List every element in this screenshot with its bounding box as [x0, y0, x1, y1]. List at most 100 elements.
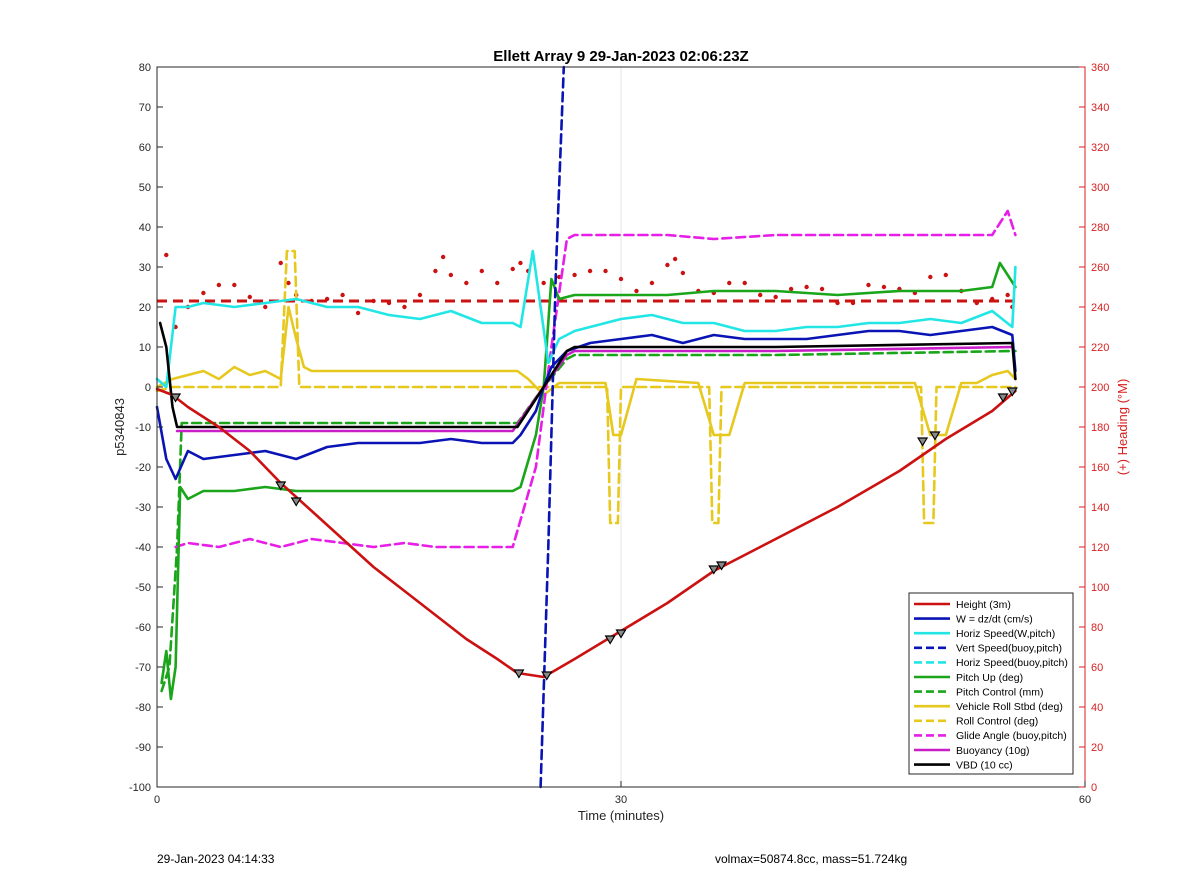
series-line-pitch-control-mm: [160, 349, 1017, 693]
heading-dot: [518, 260, 523, 266]
y2-tick-label: 180: [1091, 422, 1109, 434]
heading-dot: [634, 288, 639, 294]
heading-dot: [773, 294, 778, 300]
height-marker: [604, 635, 616, 645]
series-line-vert-speed-buoy-pitch: [539, 65, 566, 789]
series-line-vbd-10-cc: [158, 321, 1017, 429]
heading-dot: [201, 290, 206, 296]
y2-tick-label: 300: [1091, 182, 1109, 194]
series-line-roll-control-deg: [155, 249, 1017, 525]
heading-dot: [587, 268, 593, 274]
series-line-pitch-up-deg: [160, 261, 1017, 701]
legend-label-pitch-control-mm: Pitch Control (mm): [956, 686, 1044, 698]
y2-tick-label: 280: [1091, 222, 1109, 234]
y2-tick-label: 20: [1091, 742, 1103, 754]
y-tick-label: 40: [139, 222, 151, 234]
legend-label-vert-speed-buoy-pitch: Vert Speed(buoy,pitch): [956, 643, 1062, 655]
height-marker: [290, 497, 302, 507]
y2-axis-label: (+) Heading (°M): [1115, 379, 1130, 476]
heading-dot: [943, 272, 948, 278]
y2-tick-label: 140: [1091, 502, 1109, 514]
height-marker: [615, 629, 627, 639]
heading-dot: [881, 284, 887, 290]
heading-dot: [603, 268, 608, 274]
height-marker: [929, 431, 941, 441]
legend-label-glide-angle-buoy-pitch: Glide Angle (buoy,pitch): [956, 730, 1067, 742]
series-line-horiz-speed-w-pitch: [155, 249, 1017, 389]
footer-timestamp: 29-Jan-2023 04:14:33: [157, 852, 275, 866]
heading-dot: [665, 262, 670, 268]
heading-dot: [371, 298, 376, 304]
y2-tick-label: 260: [1091, 262, 1109, 274]
y-tick-label: 30: [139, 262, 151, 274]
chart-title: Ellett Array 9 29-Jan-2023 02:06:23Z: [493, 48, 748, 65]
series-line-vehicle-roll-stbd-deg: [155, 305, 1017, 437]
y2-tick-label: 220: [1091, 342, 1109, 354]
y-tick-label: 0: [145, 382, 151, 394]
heading-dot: [440, 254, 446, 260]
heading-dot: [340, 292, 345, 298]
height-marker: [541, 671, 553, 681]
heading-dot: [990, 296, 995, 302]
series-line-glide-angle-buoy-pitch: [174, 209, 1017, 549]
heading-dot: [286, 280, 291, 286]
x-axis-label: Time (minutes): [578, 808, 664, 823]
y-tick-label: 10: [139, 342, 151, 354]
y-tick-label: 50: [139, 182, 151, 194]
heading-dot: [386, 300, 392, 306]
series-line-w-dz-dt-cm-s: [155, 325, 1017, 481]
series-group: [155, 65, 1017, 789]
y-tick-label: -60: [135, 622, 151, 634]
y-tick-label: -90: [135, 742, 151, 754]
heading-dot: [541, 280, 546, 286]
height-marker: [917, 437, 929, 447]
heading-dot: [850, 300, 856, 306]
heading-dot: [510, 266, 515, 272]
legend-label-horiz-speed-w-pitch: Horiz Speed(W,pitch): [956, 628, 1055, 640]
heading-dot: [835, 300, 840, 306]
footer-volmax-mass: volmax=50874.8cc, mass=51.724kg: [715, 852, 908, 866]
legend-label-buoyancy-10g: Buoyancy (10g): [956, 745, 1030, 757]
y2-tick-label: 340: [1091, 102, 1109, 114]
y-tick-label: -100: [129, 782, 151, 794]
height-marker: [997, 393, 1009, 403]
heading-dot: [649, 280, 655, 286]
y2-tick-label: 80: [1091, 622, 1103, 634]
y-tick-label: -10: [135, 422, 151, 434]
heading-dot: [417, 292, 423, 298]
series-line-height-3m: [155, 387, 1017, 679]
y2-tick-label: 100: [1091, 582, 1109, 594]
heading-dot: [758, 292, 763, 298]
heading-dot: [866, 282, 871, 288]
heading-dot: [618, 276, 624, 282]
y-tick-label: 70: [139, 102, 151, 114]
y2-tick-label: 360: [1091, 62, 1109, 74]
heading-dot: [495, 280, 500, 286]
heading-dot: [247, 294, 252, 300]
y2-tick-label: 240: [1091, 302, 1109, 314]
height-marker: [715, 561, 728, 571]
height-marker: [1006, 387, 1018, 397]
y-tick-label: -20: [135, 462, 151, 474]
legend-label-w-dz-dt-cm-s: W = dz/dt (cm/s): [956, 613, 1033, 625]
y2-tick-label: 160: [1091, 462, 1109, 474]
heading-dot: [672, 256, 678, 262]
heading-dot: [324, 296, 330, 302]
height-marker: [170, 393, 182, 403]
legend-label-pitch-up-deg: Pitch Up (deg): [956, 672, 1023, 684]
x-tick-label: 30: [615, 794, 627, 806]
heading-dot: [232, 282, 237, 288]
heading-dot: [464, 280, 469, 286]
legend-box: [908, 592, 1074, 775]
y-tick-label: -50: [135, 582, 151, 594]
heading-dot: [278, 260, 283, 266]
x-axis: 0 30 60: [154, 781, 1091, 806]
legend-label-vbd-10-cc: VBD (10 cc): [956, 759, 1013, 771]
y2-tick-label: 40: [1091, 702, 1103, 714]
legend-label-roll-control-deg: Roll Control (deg): [956, 716, 1038, 728]
heading-dot: [448, 272, 454, 278]
marker-group: [170, 387, 1018, 681]
y2-tick-label: 60: [1091, 662, 1103, 674]
heading-dot: [355, 310, 361, 316]
